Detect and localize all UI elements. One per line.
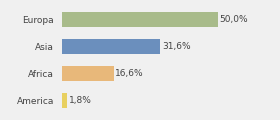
Bar	[62, 39, 160, 54]
Bar	[62, 93, 67, 108]
Text: 31,6%: 31,6%	[162, 42, 191, 51]
Text: 1,8%: 1,8%	[69, 96, 92, 105]
Text: 16,6%: 16,6%	[115, 69, 144, 78]
Bar	[62, 12, 218, 27]
Bar	[62, 66, 114, 81]
Text: 50,0%: 50,0%	[220, 15, 248, 24]
